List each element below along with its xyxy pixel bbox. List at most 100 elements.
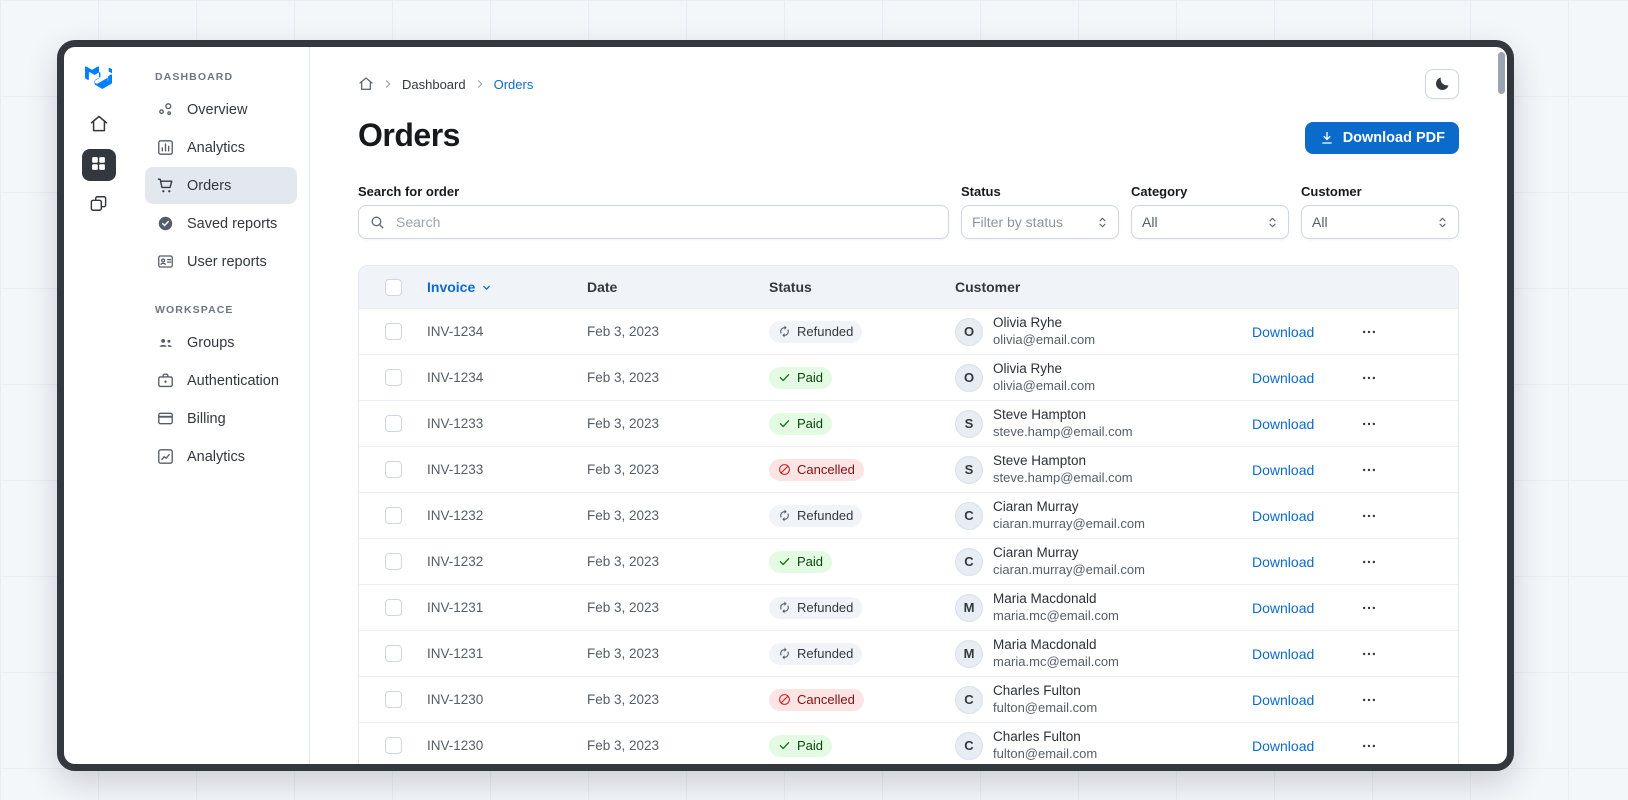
row-checkbox[interactable] [384, 323, 402, 340]
customer-email: olivia@email.com [993, 331, 1096, 347]
status-label: Paid [797, 738, 824, 753]
home-icon[interactable] [358, 76, 374, 92]
download-link[interactable]: Download [1252, 323, 1315, 340]
category-select[interactable]: All [1131, 205, 1289, 239]
page-title: Orders [358, 117, 460, 153]
customer-name: Steve Hampton [993, 407, 1087, 423]
dark-mode-toggle[interactable] [1425, 69, 1459, 99]
download-link[interactable]: Download [1252, 691, 1315, 708]
saved-reports-icon [155, 214, 175, 233]
sidebar-item-label: Analytics [187, 448, 246, 465]
row-menu-button[interactable] [1356, 365, 1382, 391]
customer-name: Olivia Ryhe [993, 361, 1063, 377]
rail-home-button[interactable] [82, 109, 116, 141]
breadcrumb: Dashboard Orders [358, 76, 533, 92]
date-cell: Feb 3, 2023 [587, 600, 660, 615]
customer-email: steve.hamp@email.com [993, 469, 1133, 485]
status-chip: Refunded [769, 642, 863, 665]
sidebar-item-authentication[interactable]: Authentication [145, 362, 297, 399]
table-row: INV-1230 Feb 3, 2023 Cancelled C Charles… [359, 676, 1458, 722]
row-checkbox[interactable] [384, 415, 402, 432]
customer-email: olivia@email.com [993, 377, 1096, 393]
row-menu-button[interactable] [1356, 687, 1382, 713]
date-cell: Feb 3, 2023 [587, 462, 660, 477]
invoice-cell: INV-1232 [427, 508, 484, 523]
breadcrumb-dashboard[interactable]: Dashboard [402, 76, 466, 92]
sidebar-item-overview[interactable]: Overview [145, 91, 297, 128]
search-icon [369, 214, 386, 231]
sidebar-item-analytics-2[interactable]: Analytics [145, 438, 297, 475]
row-checkbox[interactable] [384, 737, 402, 754]
invoice-cell: INV-1231 [427, 646, 484, 661]
status-label: Cancelled [797, 462, 855, 477]
row-menu-button[interactable] [1356, 595, 1382, 621]
status-select[interactable]: Filter by status [961, 205, 1119, 239]
download-link[interactable]: Download [1252, 737, 1315, 754]
row-menu-button[interactable] [1356, 641, 1382, 667]
row-checkbox[interactable] [384, 369, 402, 386]
sidebar-item-orders[interactable]: Orders [145, 167, 297, 204]
download-link[interactable]: Download [1252, 599, 1315, 616]
sidebar-item-user-reports[interactable]: User reports [145, 243, 297, 280]
ellipsis-icon [1360, 369, 1378, 387]
customer-name: Charles Fulton [993, 729, 1081, 745]
sidebar-item-analytics[interactable]: Analytics [145, 129, 297, 166]
check-icon [778, 739, 791, 752]
date-cell: Feb 3, 2023 [587, 554, 660, 569]
orders-table: Invoice Date Status Customer INV-1234 Fe… [358, 265, 1459, 764]
status-filter-label: Status [961, 184, 1001, 199]
row-menu-button[interactable] [1356, 503, 1382, 529]
row-checkbox[interactable] [384, 599, 402, 616]
table-header: Invoice Date Status Customer [359, 266, 1458, 308]
rail-windows-button[interactable] [82, 189, 116, 221]
scrollbar-thumb[interactable] [1498, 52, 1505, 94]
billing-icon [155, 409, 175, 428]
row-menu-button[interactable] [1356, 319, 1382, 345]
sidebar-item-groups[interactable]: Groups [145, 324, 297, 361]
check-icon [778, 417, 791, 430]
customer-email: fulton@email.com [993, 745, 1098, 761]
status-chip: Refunded [769, 320, 863, 343]
customer-email: ciaran.murray@email.com [993, 561, 1145, 577]
row-menu-button[interactable] [1356, 457, 1382, 483]
customer-name: Ciaran Murray [993, 545, 1079, 561]
invoice-cell: INV-1232 [427, 554, 484, 569]
search-input[interactable] [394, 213, 938, 231]
groups-icon [155, 333, 175, 352]
row-checkbox[interactable] [384, 507, 402, 524]
avatar: C [955, 685, 983, 714]
status-chip: Paid [769, 366, 833, 389]
ellipsis-icon [1360, 323, 1378, 341]
category-select-value: All [1142, 214, 1158, 230]
select-all-checkbox[interactable] [384, 278, 402, 296]
download-pdf-button[interactable]: Download PDF [1304, 122, 1459, 154]
download-link[interactable]: Download [1252, 415, 1315, 432]
row-checkbox[interactable] [384, 645, 402, 662]
ellipsis-icon [1360, 737, 1378, 755]
sidebar-item-label: Authentication [187, 372, 279, 389]
download-link[interactable]: Download [1252, 553, 1315, 570]
avatar: C [955, 731, 983, 760]
download-link[interactable]: Download [1252, 369, 1315, 386]
table-row: INV-1233 Feb 3, 2023 Cancelled S Steve H… [359, 446, 1458, 492]
sidebar-item-saved-reports[interactable]: Saved reports [145, 205, 297, 242]
download-link[interactable]: Download [1252, 507, 1315, 524]
row-checkbox[interactable] [384, 553, 402, 570]
download-link[interactable]: Download [1252, 461, 1315, 478]
row-checkbox[interactable] [384, 461, 402, 478]
customer-select[interactable]: All [1301, 205, 1459, 239]
column-header-invoice[interactable]: Invoice [427, 279, 587, 295]
avatar: S [955, 455, 983, 484]
row-menu-button[interactable] [1356, 733, 1382, 759]
refresh-icon [778, 325, 791, 338]
row-checkbox[interactable] [384, 691, 402, 708]
avatar: O [955, 317, 983, 346]
download-link[interactable]: Download [1252, 645, 1315, 662]
status-select-value: Filter by status [972, 214, 1064, 230]
rail-dashboard-button[interactable] [81, 149, 116, 181]
row-menu-button[interactable] [1356, 549, 1382, 575]
search-field[interactable] [358, 205, 949, 239]
row-menu-button[interactable] [1356, 411, 1382, 437]
customer-name: Olivia Ryhe [993, 315, 1063, 331]
sidebar-item-billing[interactable]: Billing [145, 400, 297, 437]
